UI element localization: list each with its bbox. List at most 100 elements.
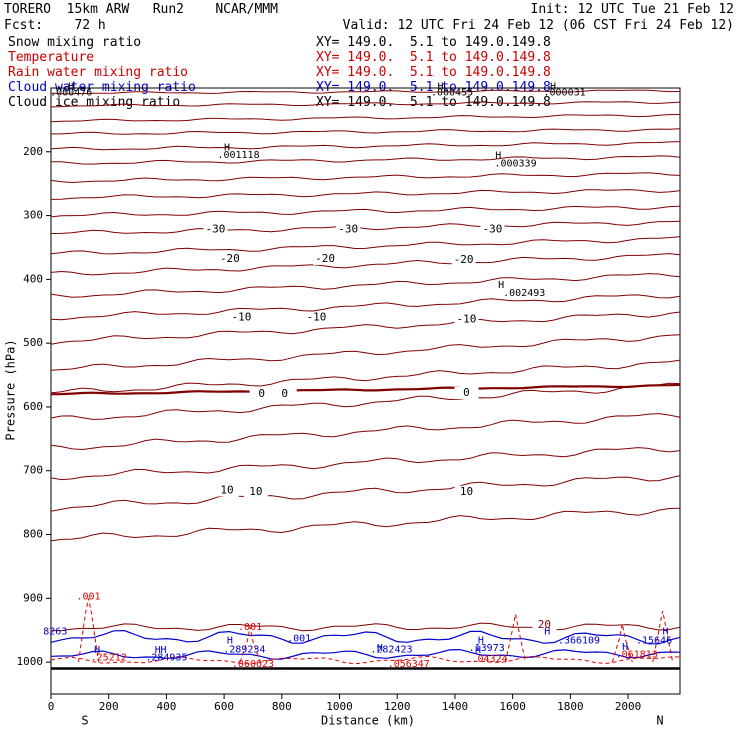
isotherm-label-bg (480, 223, 505, 236)
isotherm-label-bg (249, 388, 274, 401)
cloud-water-maximum-label: .282423 (370, 644, 412, 655)
y-axis-title: Pressure (hPa) (4, 339, 18, 440)
snow-maximum-label: .001118 (217, 150, 259, 161)
high-marker: H (377, 643, 383, 654)
isotherm-label: -30 (483, 223, 503, 236)
temperature-isotherm (50, 114, 681, 123)
temperature-isotherm (50, 253, 681, 276)
high-marker: H (544, 626, 550, 637)
legend-rain-xy: XY= 149.0. 5.1 to 149.0.149.8 (316, 65, 551, 80)
x-tick-label: 1400 (442, 700, 469, 713)
x-tick-label: 1200 (384, 700, 411, 713)
forecast-hour: Fcst: 72 h (4, 18, 106, 33)
isotherm-label-bg (451, 254, 476, 267)
legend-snow-label: Snow mixing ratio (8, 35, 142, 50)
isotherm-label: 0 (463, 386, 470, 399)
cloud-water-maximum-label: .13973 (469, 643, 505, 654)
rain-contour (78, 598, 100, 663)
cloud-water-maximum-label: .284935 (145, 653, 187, 664)
high-marker: H (475, 645, 481, 656)
temperature-isotherm (50, 189, 681, 200)
snow-maximum-label: .002493 (503, 288, 545, 299)
rain-contour (239, 626, 261, 663)
temperature-isotherm (51, 128, 681, 135)
isotherm-label-bg (532, 619, 557, 632)
x-tick-label: 1800 (557, 700, 584, 713)
y-tick-label: 1000 (17, 655, 44, 668)
y-tick-label: 800 (23, 528, 43, 541)
isotherm-label: -30 (338, 223, 358, 236)
high-marker: H (663, 626, 669, 637)
isotherm-label: 20 (538, 618, 551, 631)
rain-maximum-label: .04324 (472, 654, 508, 665)
rain-maximum-label: .060623 (232, 659, 274, 670)
rain-maximum-label: .001 (76, 591, 100, 602)
cloud-water-maximum-label: 8263 (43, 626, 67, 637)
x-tick-label: 800 (272, 700, 292, 713)
temperature-isotherm (50, 89, 681, 95)
high-marker: H (161, 645, 167, 656)
x-tick-label: 200 (99, 700, 119, 713)
legend-snow-xy: XY= 149.0. 5.1 to 149.0.149.8 (316, 35, 551, 50)
valid-time: Valid: 12 UTC Fri 24 Feb 12 (06 CST Fri … (342, 18, 734, 33)
rain-maximum-label: .056347 (388, 659, 430, 670)
isotherm-label: -10 (307, 311, 327, 324)
legend-temperature-label: Temperature (8, 50, 95, 65)
isotherm-label: 10 (249, 485, 262, 498)
init-time: Init: 12 UTC Tue 21 Feb 12 (530, 2, 735, 17)
isotherm-label-bg (229, 311, 254, 324)
isotherm-label-bg (243, 485, 268, 498)
y-tick-label: 900 (23, 591, 43, 604)
rain-contour (50, 655, 681, 665)
freezing-level-isotherm (50, 383, 681, 396)
isotherm-label: -30 (206, 223, 226, 236)
isotherm-label: 10 (460, 485, 473, 498)
x-tick-label: 0 (48, 700, 55, 713)
temperature-isotherm (50, 359, 681, 394)
y-tick-label: 300 (23, 209, 43, 222)
x-tick-label: 2000 (615, 700, 642, 713)
y-tick-label: 600 (23, 400, 43, 413)
isotherm-label: 0 (281, 387, 288, 400)
high-marker: H (227, 635, 233, 646)
temperature-isotherm (50, 101, 681, 108)
snow-maximum-label: .000031 (544, 87, 586, 98)
rain-contour (652, 610, 674, 663)
rain-contour (611, 623, 633, 663)
temperature-isotherm (50, 294, 681, 321)
high-marker: H (550, 82, 556, 93)
legend-cloud-ice-xy: XY= 149.0. 5.1 to 149.0.149.8 (316, 95, 551, 110)
y-tick-label: 200 (23, 145, 43, 158)
temperature-isotherm (51, 155, 681, 165)
snow-maximum-label: .000455 (431, 87, 473, 98)
isotherm-label: -20 (220, 252, 240, 265)
temperature-isotherm (50, 475, 681, 512)
x-tick-label: 400 (156, 700, 176, 713)
snow-maximum-label: .000476 (50, 87, 92, 98)
cloud-water-maximum-label: .001 (287, 634, 311, 645)
isotherm-label-bg (215, 484, 240, 497)
isotherm-label-bg (454, 386, 479, 399)
isotherm-label: 0 (258, 387, 265, 400)
temperature-isotherm (50, 205, 681, 218)
temperature-isotherm (50, 273, 681, 298)
temperature-isotherm (50, 413, 681, 451)
chart-title: TORERO 15km ARW Run2 NCAR/MMM (4, 2, 278, 17)
rain-maximum-label: .001 (238, 622, 262, 633)
high-marker: H (622, 642, 628, 653)
isotherm-label-bg (454, 313, 479, 326)
isotherm-label-bg (454, 485, 479, 498)
north-end-label: N (656, 714, 663, 728)
isotherm-label-bg (217, 252, 242, 265)
isotherm-label-bg (304, 311, 329, 324)
high-marker: H (498, 280, 504, 291)
temperature-isotherm (50, 447, 681, 481)
high-marker: H (68, 82, 74, 93)
isotherm-label-bg (203, 223, 228, 236)
isotherm-label: 10 (220, 484, 233, 497)
temperature-isotherm (50, 172, 681, 184)
cloud-water-maximum-label: .366109 (558, 635, 600, 646)
high-marker: H (438, 82, 444, 93)
isotherm-label: -10 (457, 313, 477, 326)
